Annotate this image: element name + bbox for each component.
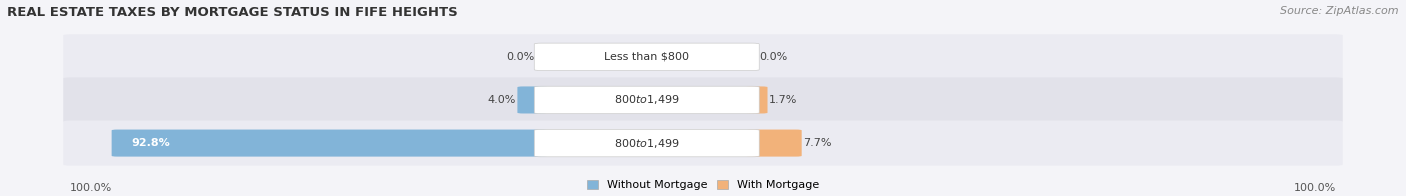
- FancyBboxPatch shape: [111, 130, 547, 157]
- Legend: Without Mortgage, With Mortgage: Without Mortgage, With Mortgage: [588, 180, 818, 191]
- Text: 0.0%: 0.0%: [506, 52, 534, 62]
- Text: $800 to $1,499: $800 to $1,499: [614, 137, 679, 150]
- Text: 100.0%: 100.0%: [1294, 183, 1336, 193]
- Text: 4.0%: 4.0%: [488, 95, 516, 105]
- Text: 92.8%: 92.8%: [131, 138, 170, 148]
- FancyBboxPatch shape: [63, 34, 1343, 79]
- FancyBboxPatch shape: [517, 86, 547, 113]
- Text: Source: ZipAtlas.com: Source: ZipAtlas.com: [1281, 6, 1399, 16]
- Text: 1.7%: 1.7%: [769, 95, 797, 105]
- FancyBboxPatch shape: [534, 129, 759, 157]
- FancyBboxPatch shape: [747, 86, 768, 113]
- Text: Less than $800: Less than $800: [605, 52, 689, 62]
- Text: $800 to $1,499: $800 to $1,499: [614, 93, 679, 106]
- FancyBboxPatch shape: [534, 43, 759, 71]
- Text: 7.7%: 7.7%: [803, 138, 831, 148]
- FancyBboxPatch shape: [534, 86, 759, 114]
- Text: REAL ESTATE TAXES BY MORTGAGE STATUS IN FIFE HEIGHTS: REAL ESTATE TAXES BY MORTGAGE STATUS IN …: [7, 6, 458, 19]
- FancyBboxPatch shape: [747, 130, 801, 157]
- FancyBboxPatch shape: [63, 121, 1343, 166]
- FancyBboxPatch shape: [63, 77, 1343, 122]
- Text: 0.0%: 0.0%: [759, 52, 787, 62]
- Text: 100.0%: 100.0%: [70, 183, 112, 193]
